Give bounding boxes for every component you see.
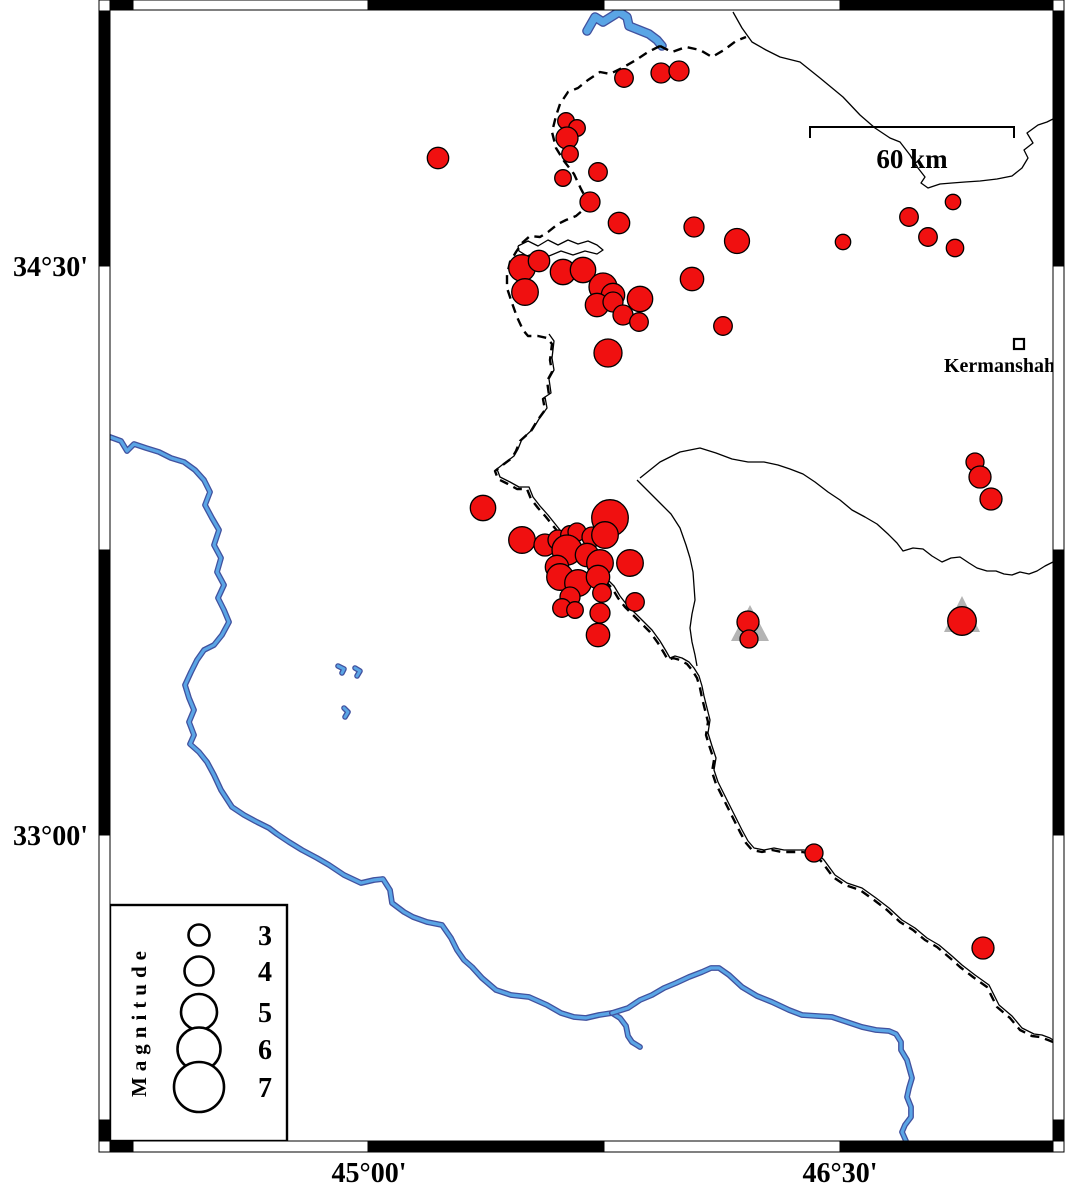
- frame-segment: [839, 1140, 1054, 1153]
- legend-title: Magnitude: [127, 945, 151, 1097]
- earthquake-marker: [561, 145, 579, 163]
- river-west: [110, 435, 614, 1020]
- city-marker-kermanshah: [1012, 337, 1026, 351]
- earthquake-marker: [588, 162, 608, 182]
- legend-circle-mag-7: [172, 1060, 226, 1114]
- earthquake-marker: [979, 487, 1003, 511]
- province-line-cluster: [636, 479, 698, 667]
- earthquake-marker: [918, 227, 938, 247]
- frame-segment: [1052, 834, 1065, 1121]
- earthquake-marker: [585, 622, 611, 648]
- earthquake-marker: [607, 211, 631, 235]
- river-fork: [610, 1011, 642, 1049]
- river-east: [610, 966, 914, 1141]
- river-east-casing: [609, 965, 915, 1141]
- earthquake-marker: [944, 193, 962, 211]
- scale-bar: [809, 126, 1015, 138]
- frame-segment: [1052, 1119, 1065, 1142]
- earthquake-marker: [616, 549, 644, 577]
- frame-segment: [839, 0, 1054, 11]
- earthquake-marker: [614, 68, 634, 88]
- legend-mag-label-4: 4: [258, 957, 272, 988]
- lake: [583, 10, 666, 50]
- earthquake-marker: [723, 227, 751, 255]
- frame-segment: [109, 0, 134, 11]
- earthquake-marker: [668, 60, 690, 82]
- earthquake-marker: [804, 843, 824, 863]
- earthquake-marker: [971, 936, 995, 960]
- scale-bar-label: 60 km: [876, 144, 948, 174]
- legend-circle-mag-3: [187, 923, 211, 947]
- earthquake-marker: [469, 494, 497, 522]
- stream-bit-3: [342, 706, 350, 719]
- map-content: 60 km Kermanshah Magnitude 3 4 5 6 7: [110, 10, 1055, 1141]
- frame-segment: [109, 1140, 134, 1153]
- earthquake-marker: [508, 526, 536, 554]
- earthquake-marker: [713, 316, 733, 336]
- legend-mag-label-3: 3: [258, 921, 272, 952]
- frame-segment: [98, 834, 111, 1121]
- earthquake-marker: [650, 62, 672, 84]
- stream-bit-1: [336, 664, 346, 675]
- earthquake-marker: [626, 285, 654, 313]
- axis-label-lon-0: 45°00': [332, 1158, 407, 1189]
- frame-segment: [98, 1119, 111, 1142]
- frame-segment: [1052, 9, 1065, 267]
- frame-segment: [1052, 549, 1065, 836]
- earthquake-marker: [834, 233, 852, 251]
- earthquake-marker: [511, 278, 539, 306]
- legend-mag-label-6: 6: [258, 1035, 272, 1066]
- frame-segment: [367, 1140, 605, 1153]
- frame-segment: [98, 9, 111, 267]
- earthquake-marker: [683, 216, 705, 238]
- frame-segment: [98, 1140, 111, 1153]
- earthquake-marker: [629, 312, 649, 332]
- earthquake-marker: [945, 238, 965, 258]
- frame-segment: [132, 0, 369, 11]
- frame-segment: [367, 0, 605, 11]
- frame-segment: [1052, 1140, 1065, 1153]
- province-line-east: [639, 447, 1053, 576]
- earthquake-marker: [899, 207, 919, 227]
- earthquake-marker: [591, 521, 619, 549]
- frame-segment: [603, 0, 841, 11]
- earthquake-marker: [426, 146, 450, 170]
- intl-border-solid-twin: [496, 333, 1053, 1041]
- axis-label-lat-1: 33°00': [13, 821, 88, 852]
- axis-label-lat-0: 34°30': [13, 252, 88, 283]
- earthquake-marker: [625, 592, 645, 612]
- legend-mag-label-5: 5: [258, 998, 272, 1029]
- earthquake-marker: [579, 191, 601, 213]
- frame-segment: [98, 265, 111, 551]
- earthquake-marker: [569, 256, 597, 284]
- frame-segment: [98, 0, 111, 12]
- earthquake-marker: [593, 338, 623, 368]
- earthquake-marker: [554, 169, 572, 187]
- legend-circle-mag-4: [183, 955, 215, 987]
- earthquake-marker: [947, 606, 977, 636]
- stream-bit-2: [353, 666, 362, 678]
- earthquake-marker: [739, 629, 759, 649]
- legend-mag-label-7: 7: [258, 1073, 272, 1104]
- earthquake-marker: [679, 266, 705, 292]
- frame-segment: [132, 1140, 369, 1153]
- frame-segment: [98, 549, 111, 836]
- earthquake-marker: [527, 249, 551, 273]
- frame-segment: [1052, 0, 1065, 12]
- legend-circle-mag-5: [179, 992, 219, 1032]
- border-dashed-northeast: [659, 35, 747, 59]
- frame-segment: [1052, 265, 1065, 551]
- earthquake-marker: [566, 601, 584, 619]
- city-label-kermanshah: Kermanshah: [944, 355, 1055, 377]
- frame-segment: [603, 1140, 841, 1153]
- earthquake-marker: [592, 583, 612, 603]
- earthquake-marker: [589, 602, 611, 624]
- earthquake-marker: [968, 465, 992, 489]
- axis-label-lon-1: 46°30': [803, 1158, 878, 1189]
- province-line-north: [732, 11, 1053, 189]
